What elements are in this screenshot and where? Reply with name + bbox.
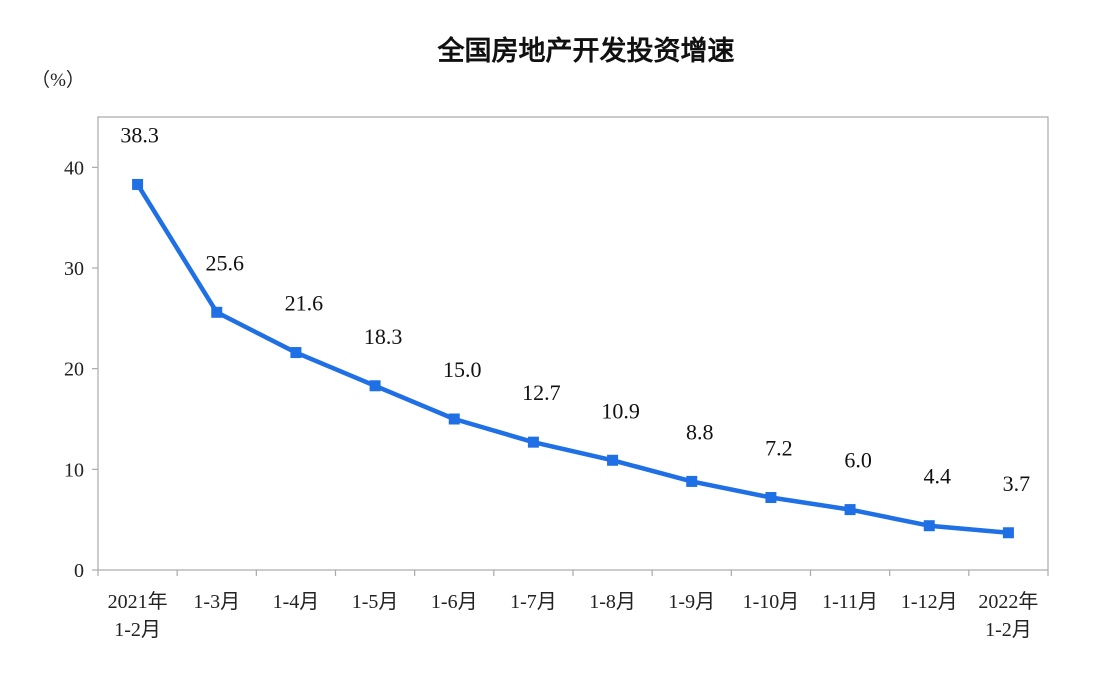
plot-area: 0 10 20 30 40 2021年 1-2月 1-3月 1-4月 1-5月 1-6月 1-7月 1-… — [64, 116, 1049, 641]
y-axis-unit-label: （%） — [31, 69, 85, 91]
x-tick-label-line: 2021年 — [108, 590, 168, 613]
x-tick-label-line: 1-11月 — [822, 591, 878, 613]
data-label: 21.6 — [285, 291, 324, 316]
data-label: 7.2 — [765, 436, 793, 461]
data-point-marker — [686, 475, 698, 487]
x-tick-label: 1-11月 — [822, 591, 878, 613]
x-tick-label-line: 1-10月 — [743, 591, 800, 613]
data-point-marker — [448, 413, 460, 425]
y-tick-label: 20 — [64, 359, 84, 381]
data-point-marker — [369, 380, 381, 392]
data-label: 3.7 — [1003, 471, 1031, 496]
x-tick-label: 1-7月 — [510, 591, 557, 613]
x-tick-label: 1-4月 — [273, 591, 320, 613]
data-point-marker — [527, 436, 539, 448]
x-tick-label-line: 1-12月 — [901, 591, 958, 613]
data-label: 6.0 — [844, 448, 872, 473]
y-tick-label: 30 — [64, 258, 84, 280]
data-label: 8.8 — [686, 419, 714, 444]
x-tick-label-line: 1-5月 — [352, 591, 399, 613]
data-point-marker — [765, 492, 777, 504]
x-tick-label: 1-3月 — [193, 591, 240, 613]
x-tick-label: 1-9月 — [668, 591, 715, 613]
x-tick-label: 1-10月 — [743, 591, 800, 613]
x-tick-label: 1-8月 — [589, 591, 636, 613]
data-label: 38.3 — [120, 122, 159, 147]
x-tick-label-line: 1-4月 — [273, 591, 320, 613]
y-tick-label: 10 — [64, 459, 84, 481]
y-tick-label: 40 — [64, 157, 84, 179]
chart-title: 全国房地产开发投资增速 — [437, 35, 735, 67]
x-tick-label: 1-12月 — [901, 591, 958, 613]
data-point-marker — [132, 178, 144, 190]
series-line — [135, 182, 1011, 536]
x-tick-label-line: 1-6月 — [431, 591, 478, 613]
x-tick-label-line: 1-2月 — [985, 619, 1032, 641]
data-label: 12.7 — [522, 380, 561, 405]
data-point-marker — [607, 454, 619, 466]
x-tick-label-line: 1-8月 — [589, 591, 636, 613]
data-point-marker — [1002, 527, 1014, 539]
x-tick-label-line: 2022年 — [978, 590, 1038, 613]
data-label: 4.4 — [924, 464, 952, 489]
x-tick-label: 2022年 1-2月 — [978, 590, 1038, 641]
plot-frame — [97, 116, 1049, 571]
x-tick-label-line: 1-7月 — [510, 591, 557, 613]
y-tick-label: 0 — [74, 560, 84, 582]
data-point-marker — [290, 347, 302, 359]
x-tick-label: 1-6月 — [431, 591, 478, 613]
x-tick-label-line: 1-9月 — [668, 591, 715, 613]
data-label: 25.6 — [206, 250, 245, 275]
data-point-marker — [923, 520, 935, 532]
data-label: 15.0 — [443, 357, 482, 382]
x-tick-label: 1-5月 — [352, 591, 399, 613]
data-point-marker — [844, 504, 856, 516]
data-label: 18.3 — [364, 324, 403, 349]
x-tick-label-line: 1-2月 — [114, 619, 161, 641]
x-tick-label-line: 1-3月 — [193, 591, 240, 613]
x-tick-label: 2021年 1-2月 — [108, 590, 168, 641]
data-label: 10.9 — [601, 398, 640, 423]
data-point-marker — [211, 306, 223, 318]
